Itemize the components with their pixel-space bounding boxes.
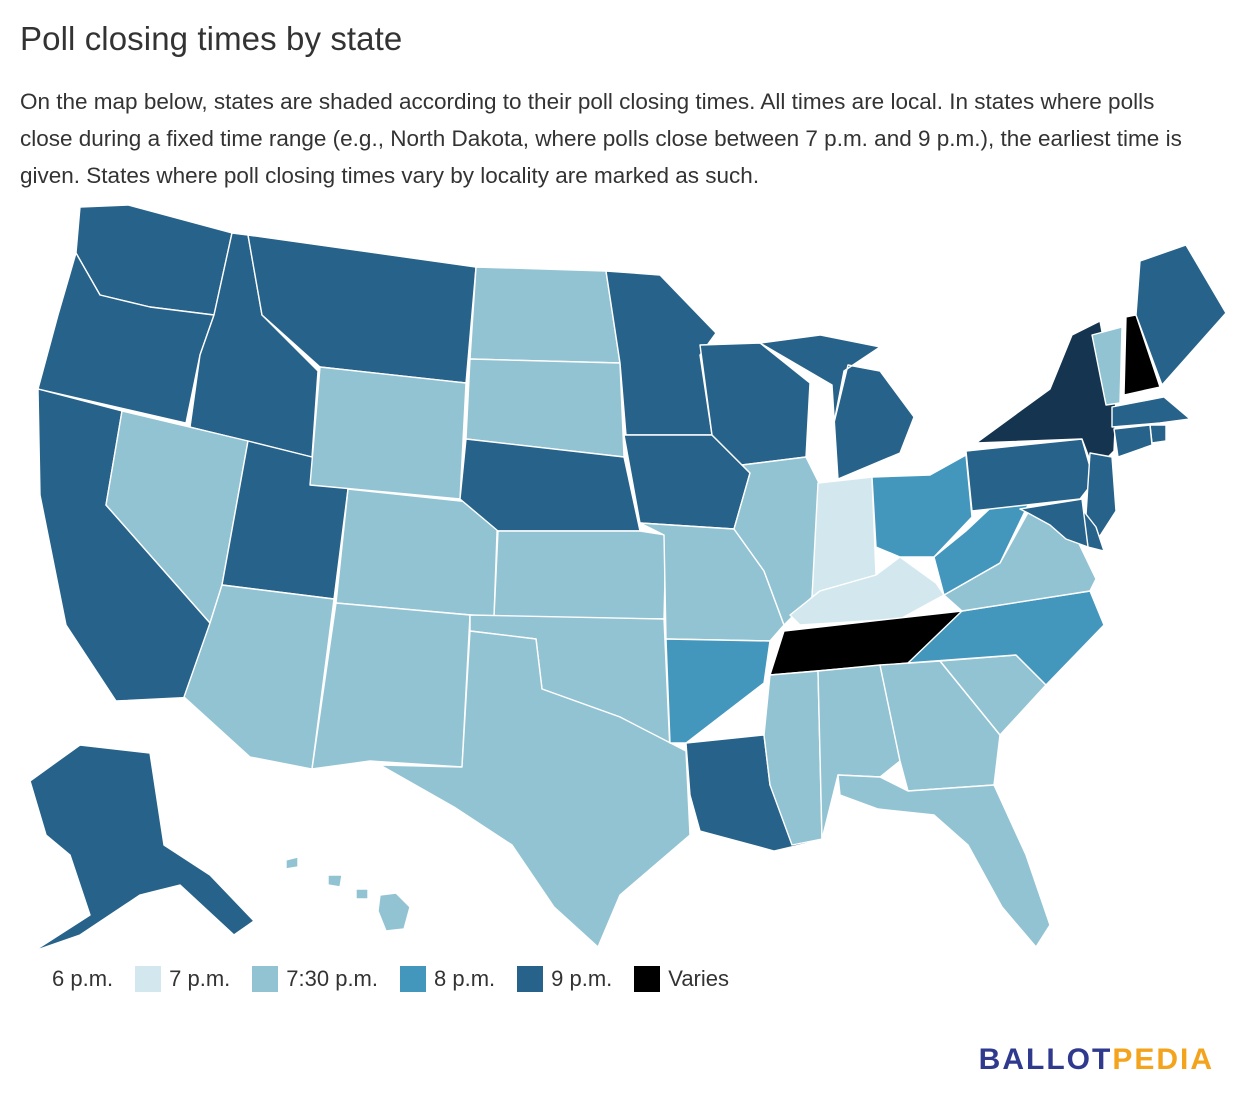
state-kansas[interactable] bbox=[493, 530, 667, 620]
state-hawaii[interactable] bbox=[285, 856, 411, 932]
state-new-jersey[interactable] bbox=[1085, 452, 1117, 540]
legend-label: 7:30 p.m. bbox=[286, 966, 378, 991]
legend-item-varies: Varies bbox=[634, 966, 729, 992]
state-arkansas[interactable] bbox=[665, 638, 771, 744]
legend: 6 p.m. 7 p.m. 7:30 p.m. 8 p.m. 9 p.m. Va… bbox=[18, 966, 751, 992]
state-massachusetts[interactable] bbox=[1111, 396, 1191, 428]
legend-swatch bbox=[252, 966, 279, 992]
states-layer bbox=[29, 204, 1227, 952]
state-maryland[interactable] bbox=[1019, 498, 1089, 548]
legend-swatch bbox=[18, 966, 44, 992]
state-connecticut[interactable] bbox=[1113, 424, 1153, 458]
legend-label: 9 p.m. bbox=[551, 966, 613, 991]
ballotpedia-logo[interactable]: BALLOTPEDIA bbox=[979, 1043, 1214, 1077]
state-rhode-island[interactable] bbox=[1149, 424, 1167, 444]
legend-swatch bbox=[400, 966, 426, 992]
logo-part-pedia: PEDIA bbox=[1112, 1043, 1214, 1076]
state-maine[interactable] bbox=[1135, 244, 1227, 386]
state-north-dakota[interactable] bbox=[469, 266, 621, 364]
logo-part-ballot: BALLOT bbox=[978, 1043, 1113, 1076]
state-new-mexico[interactable] bbox=[311, 602, 471, 770]
legend-item-8pm: 8 p.m. bbox=[400, 966, 495, 992]
legend-item-730pm: 7:30 p.m. bbox=[252, 966, 378, 992]
us-map bbox=[29, 204, 1227, 952]
legend-label: 7 p.m. bbox=[169, 966, 231, 991]
state-wyoming[interactable] bbox=[309, 366, 467, 500]
state-kentucky[interactable] bbox=[789, 556, 945, 626]
state-alaska[interactable] bbox=[29, 744, 255, 952]
state-illinois[interactable] bbox=[733, 456, 821, 626]
legend-swatch bbox=[634, 966, 661, 992]
legend-label: 6 p.m. bbox=[52, 966, 114, 991]
legend-item-7pm: 7 p.m. bbox=[135, 966, 230, 992]
chart-title: Poll closing times by state bbox=[20, 20, 403, 57]
state-texas[interactable] bbox=[379, 630, 691, 948]
state-new-hampshire[interactable] bbox=[1123, 314, 1161, 396]
state-michigan[interactable] bbox=[759, 334, 915, 480]
state-vermont[interactable] bbox=[1091, 326, 1123, 406]
state-ohio[interactable] bbox=[871, 454, 973, 558]
state-arizona[interactable] bbox=[183, 584, 335, 770]
legend-item-6pm: 6 p.m. bbox=[18, 966, 113, 992]
state-florida[interactable] bbox=[837, 774, 1051, 948]
legend-item-9pm: 9 p.m. bbox=[517, 966, 612, 992]
legend-swatch bbox=[517, 966, 544, 992]
legend-swatch bbox=[135, 966, 162, 992]
chart-description: On the map below, states are shaded acco… bbox=[20, 89, 1182, 188]
legend-label: Varies bbox=[668, 966, 730, 991]
legend-label: 8 p.m. bbox=[434, 966, 496, 991]
